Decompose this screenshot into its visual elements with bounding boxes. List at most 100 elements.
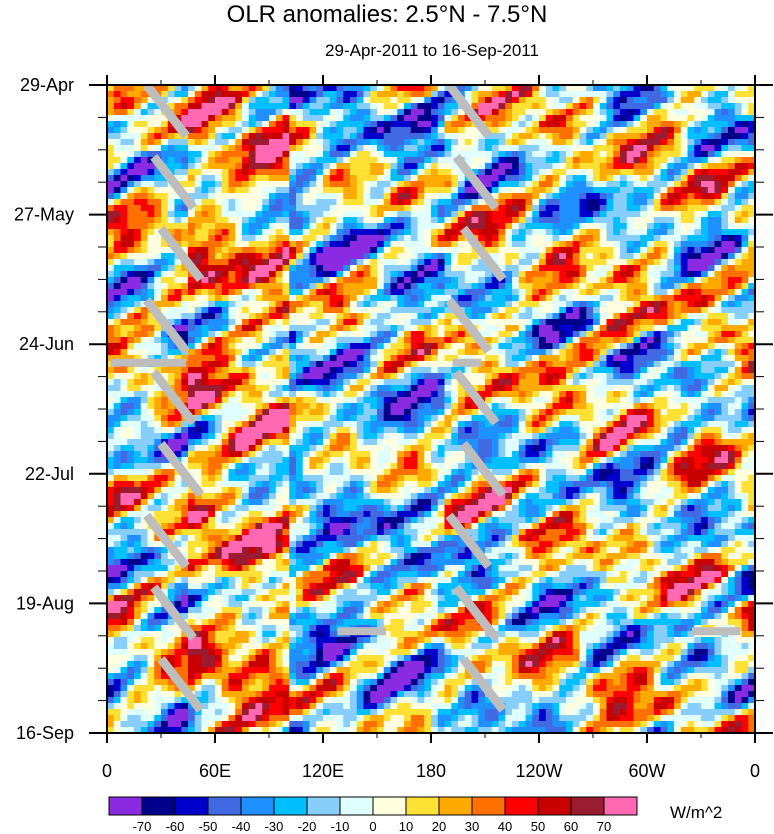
field-cell — [188, 187, 196, 194]
field-cell — [167, 199, 176, 206]
field-cell — [728, 223, 736, 230]
field-cell — [707, 391, 716, 398]
field-cell — [188, 85, 196, 92]
field-cell — [572, 121, 581, 128]
field-cell — [674, 109, 682, 116]
field-cell — [262, 175, 270, 182]
field-cell — [154, 247, 162, 254]
field-cell — [343, 319, 351, 326]
field-cell — [707, 199, 716, 206]
field-cell — [370, 181, 378, 188]
field-cell — [464, 223, 473, 230]
field-cell — [721, 163, 729, 170]
field-cell — [262, 319, 270, 326]
field-cell — [498, 187, 506, 194]
field-cell — [593, 367, 601, 374]
field-cell — [539, 373, 547, 380]
field-cell — [640, 343, 648, 350]
field-cell — [437, 127, 446, 134]
field-cell — [579, 127, 587, 134]
field-cell — [626, 199, 635, 206]
field-cell — [248, 325, 257, 332]
field-cell — [444, 121, 452, 128]
field-cell — [154, 115, 162, 122]
field-cell — [451, 211, 459, 218]
field-cell — [201, 175, 209, 182]
field-cell — [667, 157, 675, 164]
field-cell — [343, 199, 351, 206]
field-cell — [667, 97, 675, 104]
field-cell — [275, 175, 284, 182]
field-cell — [107, 187, 115, 194]
field-cell — [559, 217, 567, 224]
field-cell — [228, 199, 236, 206]
field-cell — [424, 361, 432, 368]
field-cell — [714, 181, 722, 188]
field-cell — [566, 115, 574, 122]
field-cell — [188, 283, 196, 290]
field-cell — [113, 349, 122, 356]
field-cell — [667, 271, 675, 278]
field-cell — [201, 193, 209, 200]
field-cell — [633, 307, 641, 314]
field-cell — [350, 337, 358, 344]
field-cell — [370, 307, 378, 314]
field-cell — [674, 187, 682, 194]
field-cell — [316, 277, 324, 284]
field-cell — [134, 199, 142, 206]
field-cell — [221, 313, 230, 320]
field-cell — [417, 307, 425, 314]
field-cell — [579, 259, 587, 266]
field-cell — [667, 283, 675, 290]
field-cell — [721, 331, 729, 338]
field-cell — [653, 193, 662, 200]
field-cell — [613, 247, 621, 254]
field-cell — [552, 157, 560, 164]
field-cell — [282, 91, 290, 98]
field-cell — [606, 175, 614, 182]
field-cell — [674, 271, 682, 278]
field-cell — [505, 163, 513, 170]
field-cell — [390, 295, 398, 302]
field-cell — [188, 235, 196, 242]
field-cell — [181, 175, 189, 182]
field-cell — [552, 205, 560, 212]
field-cell — [660, 283, 668, 290]
field-cell — [140, 121, 149, 128]
field-cell — [532, 109, 540, 116]
field-cell — [275, 265, 284, 272]
field-cell — [235, 313, 243, 320]
field-cell — [593, 151, 601, 158]
field-cell — [545, 265, 554, 272]
field-cell — [424, 253, 432, 260]
field-cell — [579, 247, 587, 254]
field-cell — [606, 127, 614, 134]
field-cell — [167, 301, 176, 308]
field-cell — [221, 289, 230, 296]
field-cell — [707, 373, 716, 380]
field-cell — [235, 361, 243, 368]
field-cell — [255, 181, 263, 188]
field-cell — [545, 85, 554, 92]
field-cell — [242, 85, 250, 92]
field-cell — [161, 91, 169, 98]
field-cell — [215, 241, 223, 248]
field-cell — [539, 385, 547, 392]
field-cell — [714, 253, 722, 260]
field-cell — [215, 289, 223, 296]
field-cell — [748, 181, 755, 188]
field-cell — [410, 199, 419, 206]
field-cell — [329, 277, 338, 284]
field-cell — [215, 181, 223, 188]
field-cell — [410, 109, 419, 116]
field-cell — [471, 289, 479, 296]
field-cell — [633, 325, 641, 332]
field-cell — [363, 133, 371, 140]
field-cell — [741, 313, 749, 320]
field-cell — [545, 193, 554, 200]
field-cell — [302, 199, 311, 206]
field-cell — [640, 157, 648, 164]
field-cell — [498, 103, 506, 110]
field-cell — [512, 169, 520, 176]
field-cell — [167, 193, 176, 200]
